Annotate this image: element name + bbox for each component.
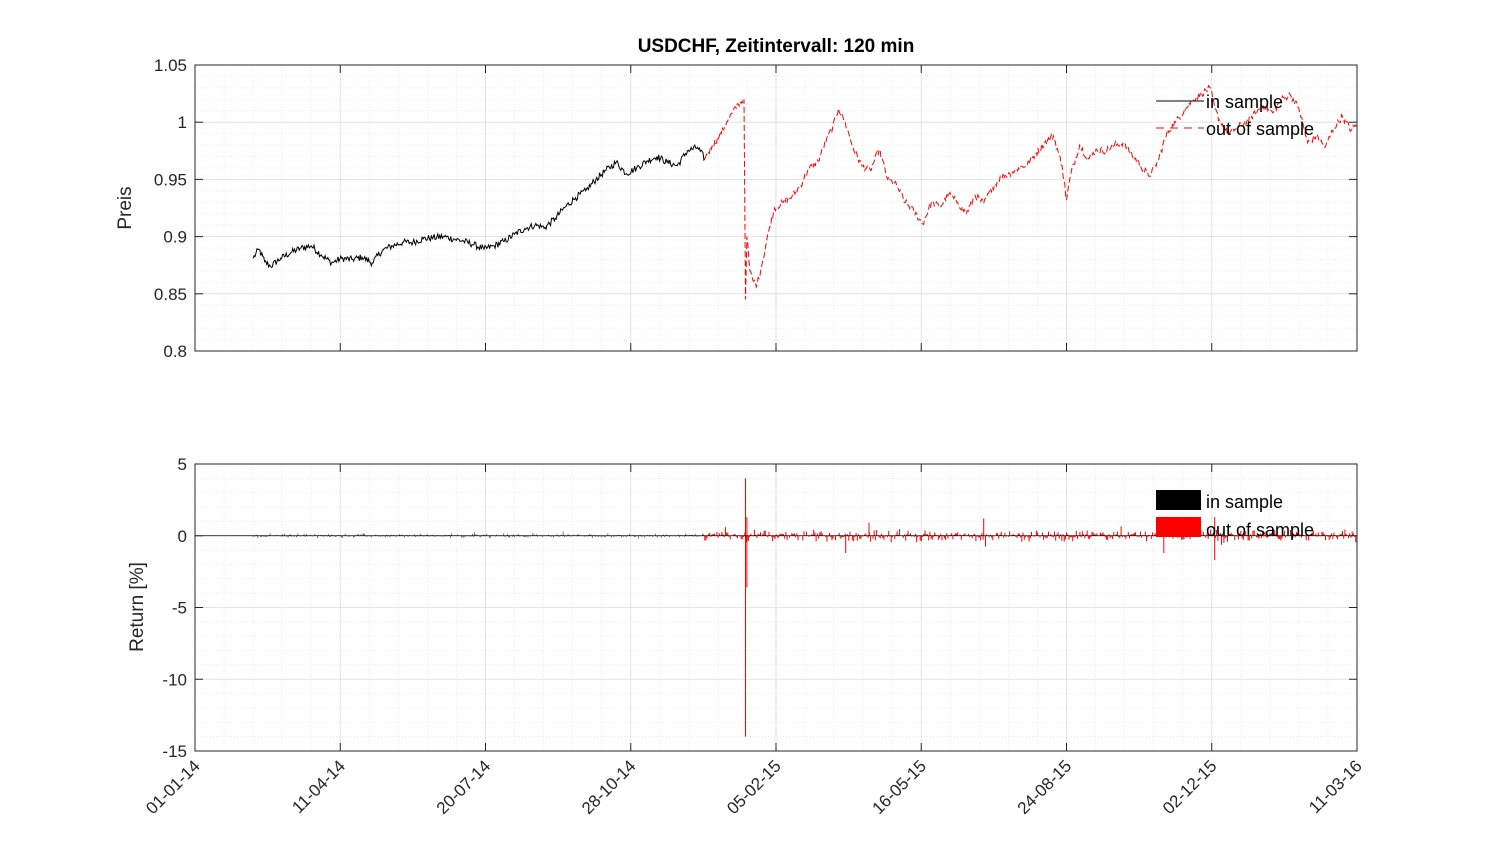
return-legend-out-of-sample-label: out of sample [1206,520,1314,540]
price-y-tick-label: 0.8 [163,342,187,361]
return-y-tick-label: 0 [178,527,187,546]
price-y-tick-label: 0.9 [163,228,187,247]
return-y-tick-label: -15 [162,742,187,761]
return-bars [252,478,1357,737]
return-y-tick-label: -10 [162,670,187,689]
price-legend-out-of-sample-label: out of sample [1206,119,1314,139]
return-series-out-of-sample [704,478,1357,737]
price-lines [252,84,1358,300]
price-y-tick-label: 0.85 [154,285,187,304]
price-y-tick-label: 1.05 [154,56,187,75]
return-axes: -15 -10 -5 0 5 Return [%] in sample out of s… [127,455,1358,761]
return-ticks: -15 -10 -5 0 5 [162,455,1358,761]
price-axes: 0.8 0.85 0.9 0.95 1 1.05 USDCHF, Zeitinterval… [115,36,1358,361]
return-legend-in-sample-label: in sample [1206,492,1283,512]
return-legend-in-sample-swatch [1156,490,1201,510]
price-y-axis-label: Preis [115,186,136,229]
price-y-tick-label: 0.95 [154,170,187,189]
price-series-in-sample [252,143,706,269]
price-series-out-of-sample [704,84,1358,300]
return-legend: in sample out of sample [1156,490,1314,540]
price-y-tick-label: 1 [178,113,187,132]
return-legend-out-of-sample-swatch [1156,517,1201,537]
return-y-tick-label: -5 [172,599,187,618]
return-y-axis-label: Return [%] [127,562,148,652]
price-legend: in sample out of sample [1156,92,1314,139]
price-legend-in-sample-label: in sample [1206,92,1283,112]
return-y-tick-label: 5 [178,455,187,474]
price-chart-title: USDCHF, Zeitintervall: 120 min [638,36,915,57]
price-ticks: 0.8 0.85 0.9 0.95 1 1.05 [154,56,1358,361]
